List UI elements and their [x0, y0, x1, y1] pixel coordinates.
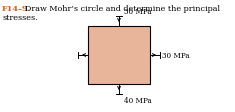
Text: stresses.: stresses.: [2, 14, 38, 22]
Text: 30 MPa: 30 MPa: [162, 52, 190, 59]
Text: 40 MPa: 40 MPa: [124, 96, 152, 104]
Text: F14–9.: F14–9.: [2, 5, 31, 13]
Text: 30 MPa: 30 MPa: [124, 8, 152, 16]
Bar: [88, 27, 150, 84]
Text: Draw Mohr’s circle and determine the principal: Draw Mohr’s circle and determine the pri…: [20, 5, 220, 13]
